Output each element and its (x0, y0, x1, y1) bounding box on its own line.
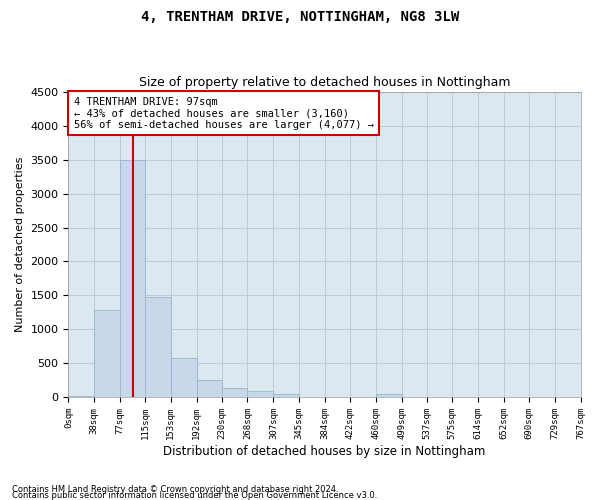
Y-axis label: Number of detached properties: Number of detached properties (15, 157, 25, 332)
Bar (94, 310, 120, 397)
Bar (197, 380, 222, 397)
Title: Size of property relative to detached houses in Nottingham: Size of property relative to detached ho… (139, 76, 510, 90)
Bar (247, 391, 274, 397)
Bar (222, 388, 247, 397)
Text: Contains public sector information licensed under the Open Government Licence v3: Contains public sector information licen… (12, 490, 377, 500)
Text: 4 TRENTHAM DRIVE: 97sqm
← 43% of detached houses are smaller (3,160)
56% of semi: 4 TRENTHAM DRIVE: 97sqm ← 43% of detache… (74, 96, 374, 130)
Bar (120, 160, 145, 397)
Text: Contains HM Land Registry data © Crown copyright and database right 2024.: Contains HM Land Registry data © Crown c… (12, 484, 338, 494)
Bar (170, 358, 197, 397)
Bar (145, 298, 170, 397)
Text: 4, TRENTHAM DRIVE, NOTTINGHAM, NG8 3LW: 4, TRENTHAM DRIVE, NOTTINGHAM, NG8 3LW (141, 10, 459, 24)
Bar (274, 394, 299, 397)
Bar (68, 396, 94, 397)
Bar (376, 394, 401, 397)
X-axis label: Distribution of detached houses by size in Nottingham: Distribution of detached houses by size … (163, 444, 485, 458)
